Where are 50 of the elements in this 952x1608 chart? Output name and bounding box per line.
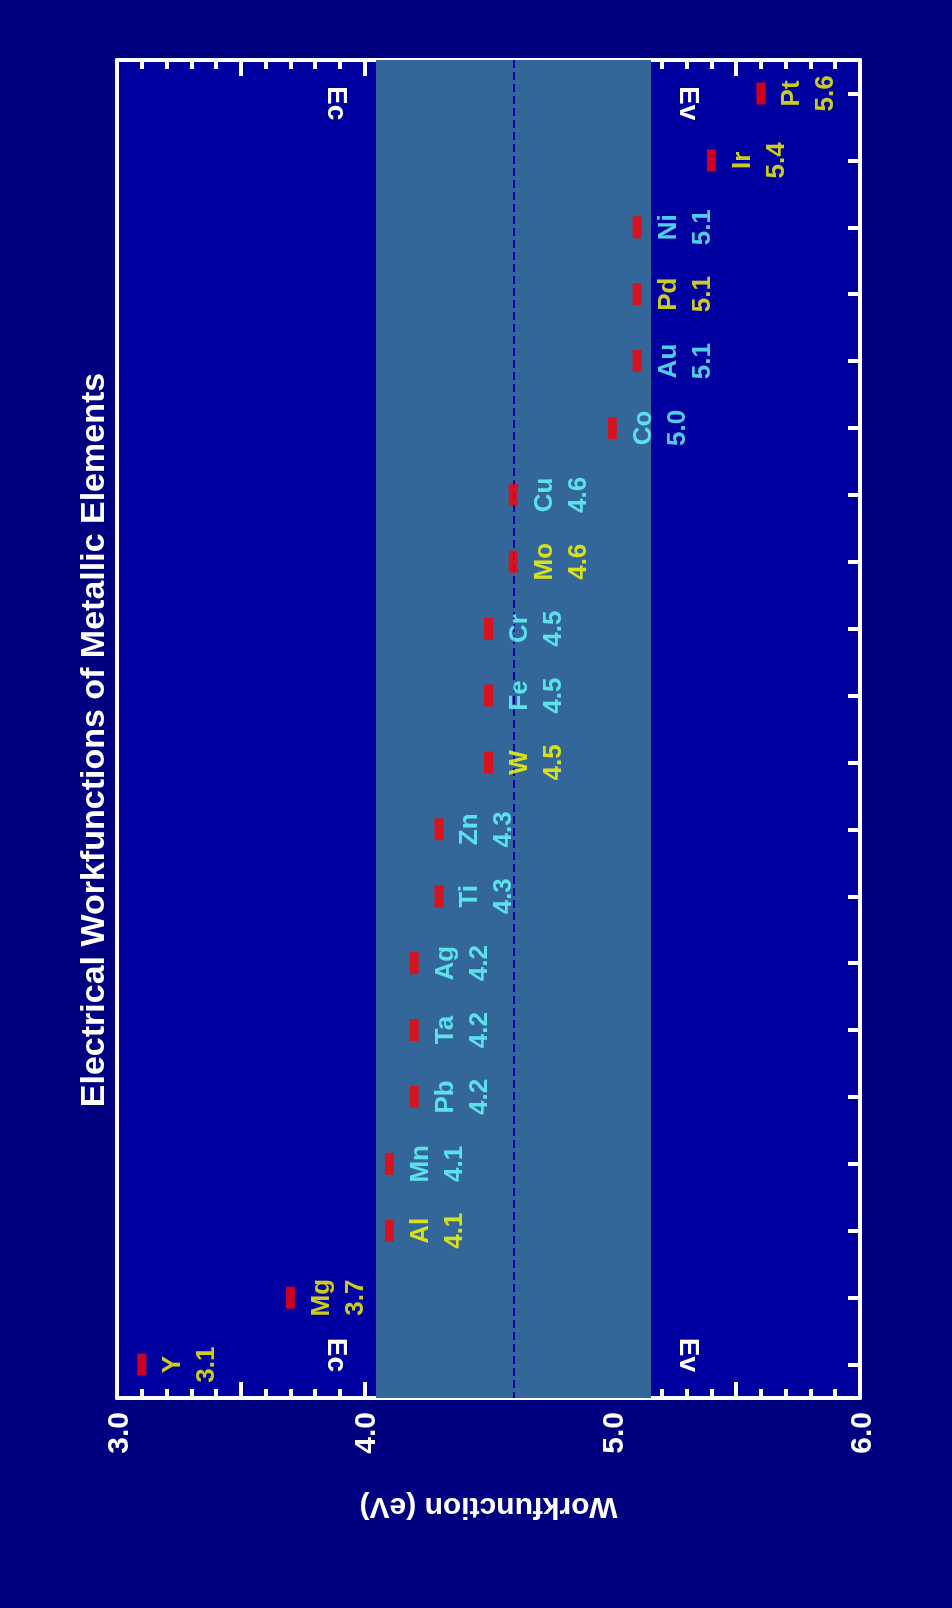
y-tick-label: Au: [651, 343, 682, 379]
data-label: 5.4: [759, 141, 790, 179]
ref-line-label: Ec: [321, 86, 353, 121]
data-label: 5.1: [685, 276, 716, 313]
y-tick-label: Ir: [725, 151, 756, 170]
y-tick-label: Al: [403, 1217, 434, 1244]
data-label: 4.3: [487, 811, 518, 848]
x-tick-label: 6.0: [843, 1412, 877, 1454]
y-tick-label: Mo: [527, 542, 558, 581]
data-label: 4.1: [437, 1212, 468, 1249]
data-label: 5.0: [660, 409, 691, 447]
data-label: 4.5: [537, 677, 567, 714]
y-tick-label: Zn: [453, 813, 484, 846]
x-tick-label: 5.0: [595, 1412, 629, 1454]
data-label: 4.2: [462, 1078, 493, 1116]
text: Ev: [673, 1337, 705, 1372]
y-tick-label: Mn: [403, 1145, 434, 1183]
data-label: 4.3: [487, 878, 518, 915]
y-tick-label: Pd: [651, 277, 682, 311]
y-tick-label: Pb: [428, 1080, 459, 1114]
y-tick-label: Cr: [503, 614, 533, 644]
data-label: 4.5: [537, 744, 567, 781]
y-tick-label: Cu: [527, 477, 558, 513]
data-label: 4.5: [537, 610, 567, 647]
y-tick-label: Ni: [651, 214, 682, 241]
x-tick-label: 3.0: [100, 1412, 134, 1454]
ref-line-label: Ev: [673, 86, 705, 121]
y-tick-label: Ti: [453, 884, 484, 908]
data-label: 5.1: [685, 342, 716, 380]
data-label: 3.7: [338, 1279, 369, 1316]
y-tick-label: Ta: [428, 1015, 459, 1045]
text: Electrical Workfunctions of Metallic Elements: [73, 372, 111, 1108]
data-label: 4.6: [561, 476, 592, 513]
y-tick-label: Mg: [304, 1278, 335, 1317]
y-tick-label: Co: [626, 410, 657, 446]
data-label: 4.1: [437, 1145, 468, 1182]
y-tick-label: Y: [156, 1355, 187, 1374]
x-tick-label: 4.0: [348, 1412, 382, 1454]
y-tick-label: Ag: [428, 945, 459, 981]
data-label: 5.6: [809, 75, 840, 112]
text: Ec: [321, 1337, 353, 1372]
x-axis-title: Workfunction (eV): [359, 1491, 618, 1525]
data-label: 3.1: [190, 1346, 221, 1383]
y-tick-label: Pt: [775, 80, 806, 107]
data-label: 5.1: [685, 209, 716, 246]
data-label: 4.2: [462, 945, 493, 982]
y-tick-label: W: [503, 749, 533, 775]
y-tick-label: Fe: [503, 680, 533, 711]
data-label: 4.6: [561, 543, 592, 580]
data-label: 4.2: [462, 1011, 493, 1049]
